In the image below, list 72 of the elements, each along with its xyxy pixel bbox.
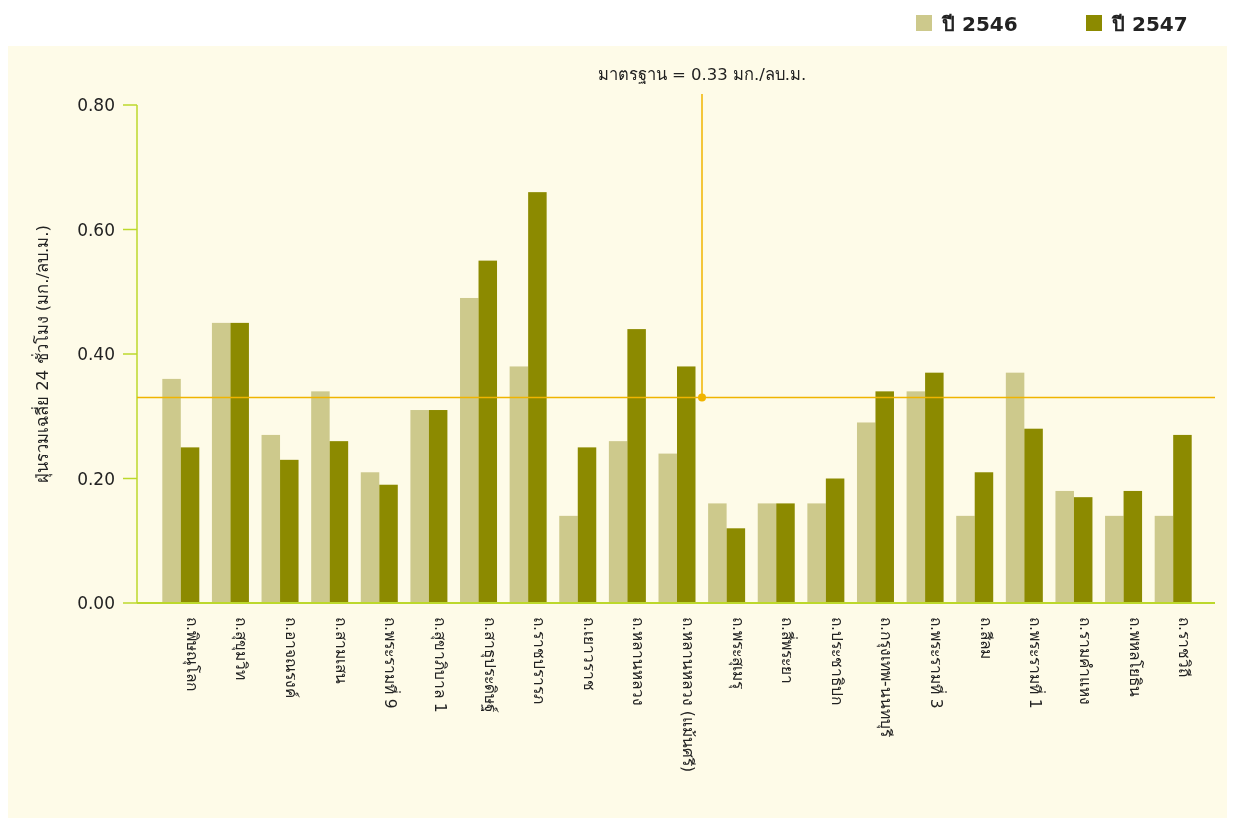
x-tick-label: ถ.สุขาภิบาล 1: [429, 617, 449, 713]
bar: [974, 472, 994, 603]
x-tick-label: ถ.อาจณรงค์: [282, 617, 301, 698]
bar: [1073, 497, 1093, 603]
bar: [856, 422, 876, 603]
y-tick-label: 0.60: [77, 219, 115, 240]
bar: [180, 447, 200, 603]
x-tick-label: ถ.พระรามที่ 3: [927, 617, 948, 709]
bar: [875, 391, 894, 603]
ref-line-label: มาตรฐาน = 0.33 มก./ลบ.ม.: [597, 65, 807, 84]
x-tick-label: ถ.พิษณุโลก: [181, 617, 201, 691]
bar: [807, 503, 826, 603]
bar: [311, 391, 330, 603]
bar: [627, 329, 646, 603]
bar: [956, 515, 975, 603]
bar: [1154, 515, 1174, 603]
y-tick-label: 0.40: [77, 344, 115, 364]
y-tick-label: 0.20: [77, 468, 115, 489]
x-tick-label: ถ.เยาวราช: [579, 617, 598, 691]
bar: [1123, 490, 1143, 603]
bar: [757, 503, 777, 603]
legend-label: ปี 2546: [941, 12, 1018, 36]
bar: [509, 366, 529, 603]
x-tick-label: ถ.พระรามที่ 1: [1026, 617, 1047, 709]
bar: [478, 260, 498, 603]
bar: [379, 484, 398, 603]
x-tick-label: ถ.สุขุมวิท: [231, 617, 251, 680]
x-tick-label: ถ.สีลม: [976, 617, 995, 659]
bar: [559, 515, 578, 603]
bar: [1005, 372, 1025, 603]
y-tick-label: 0.00: [77, 593, 115, 613]
bar: [460, 297, 479, 603]
bar: [528, 192, 547, 603]
x-tick-label: ถ.สี่พระยา: [778, 617, 799, 684]
bar: [230, 322, 249, 603]
bar: [925, 372, 944, 603]
y-tick-label: 0.80: [77, 95, 115, 115]
x-tick-label: ถ.หลานหลวง: [629, 617, 648, 706]
x-tick-label: ถ.ประชาธิปก: [827, 617, 846, 705]
bar: [776, 503, 795, 603]
x-tick-label: ถ.สามเสน: [331, 617, 350, 684]
bar: [329, 441, 349, 603]
bar: [211, 322, 231, 603]
bar: [677, 366, 696, 603]
bar: [726, 528, 746, 603]
bar: [608, 441, 628, 603]
bar: [261, 434, 281, 603]
bar: [280, 459, 299, 603]
x-tick-label: ถ.หลานหลวง (แม้นศรี): [679, 617, 697, 772]
legend-label: ปี 2547: [1111, 12, 1188, 36]
x-tick-label: ถ.ราชวิถี: [1175, 617, 1194, 677]
x-tick-label: ถ.กรุงเทพ-นนทบุรี: [876, 617, 896, 737]
x-tick-label: ถ.สาธุประดิษฐ์: [479, 617, 499, 713]
x-tick-label: ถ.รามคำแหง: [1075, 617, 1094, 705]
bar: [825, 478, 845, 603]
bar: [577, 447, 597, 603]
x-tick-label: ถ.พระรามที่ 9: [381, 617, 402, 709]
bar: [1173, 434, 1192, 603]
bar: [1055, 490, 1074, 603]
x-tick-label: ถ.พระสุเมรุ: [727, 617, 747, 689]
bar: [1105, 515, 1124, 603]
x-tick-label: ถ.ราชปรารภ: [530, 617, 549, 704]
bar: [658, 453, 677, 603]
bar: [906, 391, 926, 603]
bar: [162, 378, 181, 603]
x-tick-label: ถ.พหลโยธิน: [1125, 617, 1144, 697]
bar: [360, 472, 380, 603]
y-axis-title: ฝุ่นรวมเฉลี่ย 24 ชั่วโมง (มก./ลบ.ม.): [31, 225, 53, 483]
bar: [1024, 428, 1043, 603]
bar: [428, 410, 448, 603]
bar: [708, 503, 727, 603]
bar: [410, 410, 429, 603]
